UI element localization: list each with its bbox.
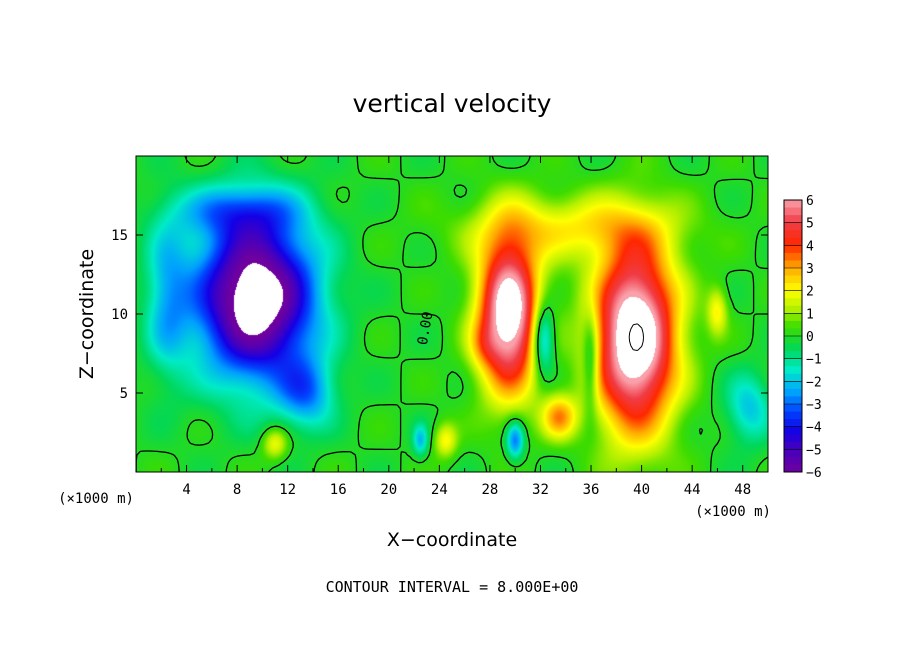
colorbar-swatch [784, 464, 802, 473]
x-tick-label: 24 [431, 482, 448, 498]
y-ticks: 5 10 15 [111, 228, 768, 402]
colorbar-swatch [784, 388, 802, 397]
colorbar-swatch [784, 351, 802, 360]
colorbar-label: −6 [806, 466, 822, 481]
plot-area [135, 155, 769, 473]
colorbar-swatch [784, 456, 802, 465]
colorbar-swatch [784, 373, 802, 382]
contour-positive [628, 323, 644, 351]
x-tick-label: 12 [279, 482, 296, 498]
colorbar-swatch [784, 222, 802, 231]
colorbar-swatch [784, 260, 802, 269]
colorbar-swatch [784, 305, 802, 314]
colorbar-swatch [784, 396, 802, 405]
colorbar-swatch [784, 343, 802, 352]
chart-title: vertical velocity [353, 89, 552, 118]
contour-interval-note: CONTOUR INTERVAL = 8.000E+00 [326, 578, 579, 596]
colorbar-swatch [784, 290, 802, 299]
x-tick-label: 20 [380, 482, 397, 498]
colorbar-label: −2 [806, 375, 822, 390]
colorbar-label: 2 [806, 285, 814, 300]
colorbar-swatch [784, 358, 802, 367]
x-tick-label: 32 [532, 482, 549, 498]
velocity-field [136, 156, 768, 472]
x-tick-label: 44 [684, 482, 701, 498]
colorbar-swatch [784, 245, 802, 254]
y-axis-label: Z−coordinate [76, 249, 98, 379]
colorbar-swatch [784, 381, 802, 390]
x-tick-label: 8 [233, 482, 241, 498]
colorbar-label: −1 [806, 353, 822, 368]
contour-label: 0.00 [415, 310, 437, 346]
x-tick-label: 40 [633, 482, 650, 498]
x-tick-label: 4 [182, 482, 190, 498]
colorbar-swatch [784, 313, 802, 322]
colorbar-swatch [784, 449, 802, 458]
x-tick-label: 16 [330, 482, 347, 498]
y-tick-label: 10 [111, 307, 128, 323]
colorbar-swatch [784, 441, 802, 450]
colorbar-label: 6 [806, 194, 814, 209]
colorbar-label: −3 [806, 398, 822, 413]
colorbar-swatch [784, 215, 802, 224]
colorbar-label: 1 [806, 307, 814, 322]
colorbar-label: 5 [806, 217, 814, 232]
colorbar-swatch [784, 411, 802, 420]
colorbar-swatch [784, 320, 802, 329]
x-ticks: 4 8 12 16 20 24 28 32 36 40 44 48 [160, 156, 751, 498]
colorbar-swatch [784, 230, 802, 239]
x-tick-label: 28 [481, 482, 498, 498]
colorbar-swatch [784, 419, 802, 428]
colorbar-swatch [784, 275, 802, 284]
colorbar-swatch [784, 328, 802, 337]
colorbar-swatch [784, 404, 802, 413]
x-unit-label: (×1000 m) [695, 504, 771, 520]
colorbar-swatch [784, 200, 802, 209]
x-tick-label: 36 [583, 482, 600, 498]
colorbar: 6 5 4 3 2 1 0 −1 −2 −3 −4 −5 −6 [783, 194, 822, 481]
colorbar-swatch [784, 298, 802, 307]
y-unit-label: (×1000 m) [58, 491, 134, 507]
colorbar-swatch [784, 268, 802, 277]
colorbar-swatch [784, 366, 802, 375]
colorbar-swatch [784, 426, 802, 435]
y-tick-label: 15 [111, 228, 128, 244]
colorbar-swatch [784, 283, 802, 292]
x-axis-label: X−coordinate [387, 529, 517, 551]
colorbar-label: −5 [806, 443, 822, 458]
y-tick-label: 5 [120, 386, 128, 402]
colorbar-label: 4 [806, 239, 814, 254]
colorbar-label: 3 [806, 262, 814, 277]
colorbar-swatch [784, 237, 802, 246]
colorbar-swatch [784, 336, 802, 345]
colorbar-label: −4 [806, 421, 822, 436]
x-tick-label: 48 [734, 482, 751, 498]
colorbar-swatch [784, 207, 802, 216]
colorbar-swatch [784, 434, 802, 443]
colorbar-label: 0 [806, 330, 814, 345]
colorbar-swatch [784, 252, 802, 261]
